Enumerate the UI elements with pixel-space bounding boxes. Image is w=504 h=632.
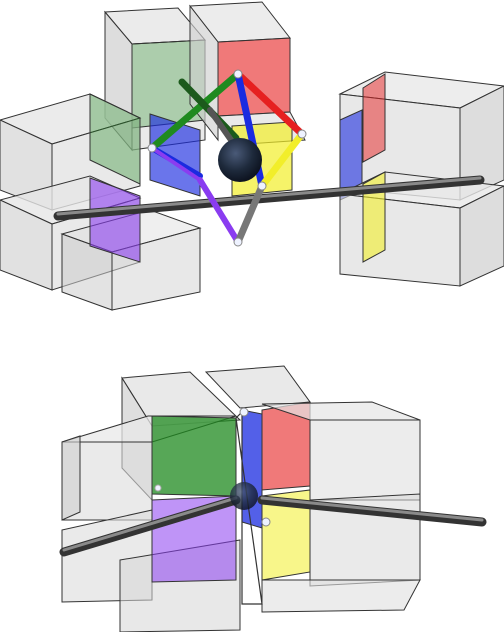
joint-b-top bbox=[239, 407, 249, 417]
rod-b-right-highlight bbox=[260, 496, 484, 522]
joint-right bbox=[297, 129, 307, 139]
green-face-assembled bbox=[151, 415, 237, 497]
rod-b-left bbox=[59, 495, 241, 557]
joint-top bbox=[233, 69, 243, 79]
joint-b-left bbox=[154, 484, 162, 492]
expanded-view-figure bbox=[0, 1, 504, 311]
rod-horizontal bbox=[53, 175, 485, 221]
edge-red bbox=[234, 70, 306, 138]
blue-slab-assembled bbox=[241, 409, 263, 529]
red-face bbox=[217, 37, 291, 117]
green-face-left bbox=[89, 93, 141, 185]
joint-lower bbox=[257, 181, 267, 191]
central-node-assembled bbox=[230, 482, 258, 510]
box-b-right bbox=[261, 401, 421, 613]
red-face-right bbox=[362, 73, 386, 163]
rod-highlight bbox=[56, 176, 482, 216]
purple-face-left bbox=[89, 177, 141, 263]
edge-grey bbox=[234, 182, 266, 246]
joint-b-bottom bbox=[261, 517, 271, 527]
edge-green bbox=[148, 70, 242, 152]
joint-bottom bbox=[233, 237, 243, 247]
assembled-view-figure bbox=[59, 365, 487, 632]
edge-purple-1 bbox=[197, 177, 241, 245]
joint-left bbox=[147, 143, 157, 153]
rod-b-left-highlight bbox=[62, 496, 238, 552]
yellow-face-right bbox=[362, 171, 386, 263]
edge-yellow bbox=[258, 130, 306, 190]
central-node bbox=[218, 138, 262, 182]
rod-b-right bbox=[257, 495, 487, 527]
edge-purple-2 bbox=[150, 146, 202, 182]
